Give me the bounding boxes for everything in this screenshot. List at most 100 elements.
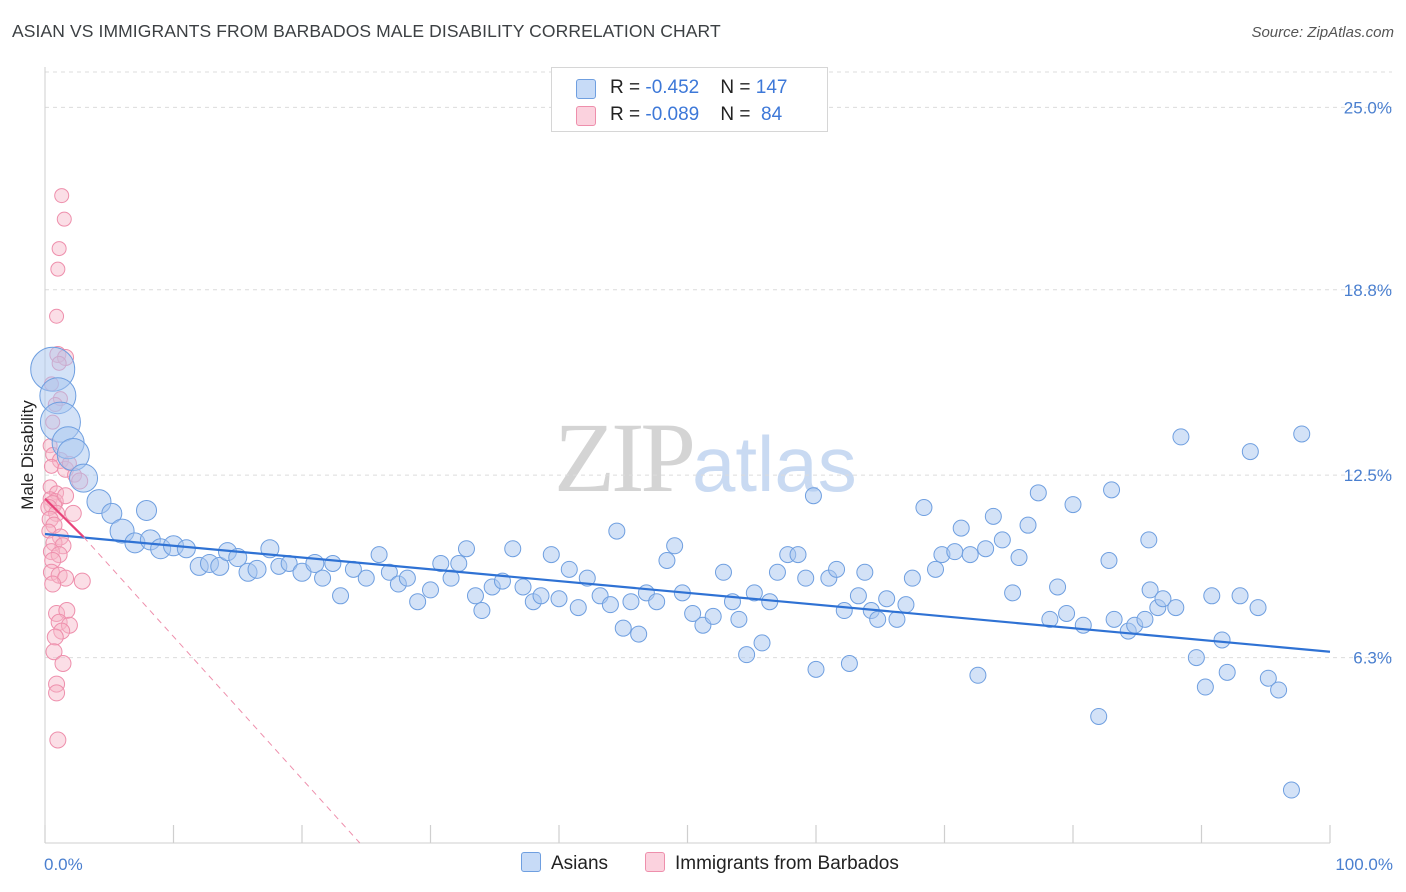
legend-row-barbados: R = -0.089 N = 84 — [576, 103, 782, 127]
y-tick-label: 12.5% — [1344, 466, 1392, 485]
asian-point — [101, 502, 123, 524]
asian-point — [969, 666, 987, 684]
asian-point — [176, 539, 196, 559]
asian-point — [1100, 551, 1118, 569]
legend-n-label: N = — [720, 77, 756, 98]
asian-point — [835, 602, 853, 620]
asian-point — [984, 507, 1002, 525]
asian-point — [324, 554, 342, 572]
asian-point — [550, 590, 568, 608]
barbados-point — [53, 622, 71, 640]
barbados-trend-line — [44, 497, 85, 538]
asian-point — [1004, 584, 1022, 602]
source-label: Source: ZipAtlas.com — [1251, 24, 1394, 41]
asian-point — [797, 569, 815, 587]
barbados-point — [49, 308, 65, 324]
barbados-points — [40, 188, 91, 749]
asian-point — [1187, 649, 1205, 667]
bottom-legend-asians: Asians — [521, 852, 608, 875]
asian-point — [1172, 428, 1190, 446]
watermark-zip: ZIP — [554, 402, 696, 513]
asian-point — [608, 522, 626, 540]
asian-point — [789, 546, 807, 564]
axes — [44, 67, 1331, 844]
asian-point — [532, 587, 550, 605]
asian-point — [888, 610, 906, 628]
asian-point — [370, 546, 388, 564]
asian-point — [1196, 678, 1214, 696]
asian-point — [915, 499, 933, 517]
asian-point — [828, 560, 846, 578]
legend-swatch-blue — [576, 79, 596, 99]
asian-point — [753, 634, 771, 652]
asian-point — [380, 563, 398, 581]
asian-point — [601, 596, 619, 614]
bottom-legend-label-barbados: Immigrants from Barbados — [675, 853, 899, 874]
asian-point — [903, 569, 921, 587]
barbados-point — [48, 675, 66, 693]
barbados-point — [54, 654, 72, 672]
asian-point — [869, 610, 887, 628]
legend-n-value: 84 — [755, 104, 783, 125]
asian-point — [658, 551, 676, 569]
legend-r-value: -0.089 — [645, 104, 700, 125]
asian-point — [614, 619, 632, 637]
legend: R = -0.452 N = 147 R = -0.089 N = 84 — [551, 67, 828, 132]
asian-point — [1090, 707, 1108, 725]
asian-point — [946, 543, 964, 561]
barbados-point — [46, 628, 64, 646]
asian-point — [666, 537, 684, 555]
barbados-point — [51, 241, 67, 257]
asian-point — [69, 463, 99, 493]
asian-point — [457, 540, 475, 558]
legend-text-asians: R = -0.452 N = 147 — [610, 77, 787, 99]
asian-point — [569, 599, 587, 617]
barbados-point — [73, 572, 91, 590]
asian-point — [1282, 781, 1300, 799]
asian-point — [398, 569, 416, 587]
asian-point — [578, 569, 596, 587]
barbados-point — [44, 575, 62, 593]
asian-point — [247, 559, 267, 579]
barbados-point — [43, 458, 59, 474]
asian-point — [1105, 610, 1123, 628]
asian-point — [1064, 496, 1082, 514]
asian-point — [1103, 481, 1121, 499]
asian-point — [560, 560, 578, 578]
asian-point — [473, 602, 491, 620]
asian-point — [432, 554, 450, 572]
asian-point — [738, 646, 756, 664]
legend-r-value: -0.452 — [645, 77, 700, 98]
y-tick-label: 25.0% — [1344, 98, 1392, 117]
asian-point — [1049, 578, 1067, 596]
asian-point — [210, 556, 230, 576]
barbados-point — [54, 188, 70, 204]
asian-point — [1140, 531, 1158, 549]
asian-point — [332, 587, 350, 605]
asian-point — [849, 587, 867, 605]
asian-point — [730, 610, 748, 628]
bottom-legend-label-asians: Asians — [551, 853, 609, 874]
asian-point — [1203, 587, 1221, 605]
asian-point — [1213, 631, 1231, 649]
asian-point — [977, 540, 995, 558]
asian-point — [1270, 681, 1288, 699]
chart-title: ASIAN VS IMMIGRANTS FROM BARBADOS MALE D… — [12, 21, 721, 41]
bottom-legend-swatch-pink — [645, 852, 665, 872]
bottom-legend-swatch-blue — [521, 852, 541, 872]
asian-point — [840, 654, 858, 672]
x-tick-label-max: 100.0% — [1335, 855, 1393, 874]
legend-r-label: R = — [610, 104, 646, 125]
asian-point — [648, 593, 666, 611]
asian-point — [630, 625, 648, 643]
asian-point — [136, 499, 158, 521]
asian-point — [1074, 616, 1092, 634]
asian-point — [1293, 425, 1311, 443]
legend-swatch-pink — [576, 106, 596, 126]
asian-point — [357, 569, 375, 587]
asian-point — [745, 584, 763, 602]
asian-point — [314, 569, 332, 587]
legend-row-asians: R = -0.452 N = 147 — [576, 76, 787, 100]
asian-point — [807, 660, 825, 678]
